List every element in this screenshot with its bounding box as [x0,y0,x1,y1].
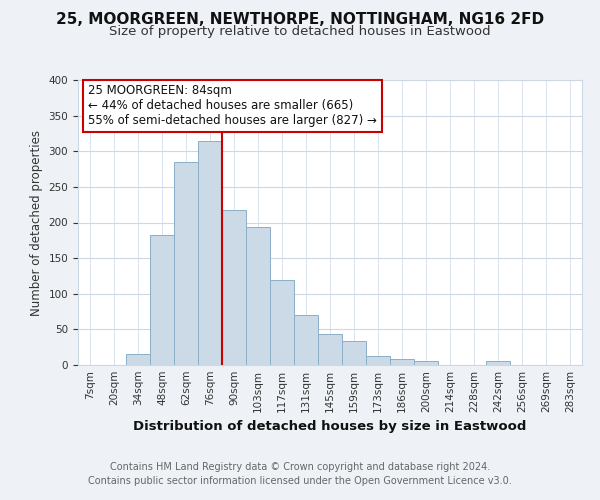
Bar [390,360,414,365]
Bar [318,334,342,365]
Text: Contains public sector information licensed under the Open Government Licence v3: Contains public sector information licen… [88,476,512,486]
Text: 25 MOORGREEN: 84sqm
← 44% of detached houses are smaller (665)
55% of semi-detac: 25 MOORGREEN: 84sqm ← 44% of detached ho… [88,84,377,128]
Bar [342,342,366,365]
Bar [150,234,174,365]
Bar [198,140,222,365]
Y-axis label: Number of detached properties: Number of detached properties [30,130,43,316]
Bar [246,227,270,365]
Bar [222,210,246,365]
X-axis label: Distribution of detached houses by size in Eastwood: Distribution of detached houses by size … [133,420,527,434]
Text: Contains HM Land Registry data © Crown copyright and database right 2024.: Contains HM Land Registry data © Crown c… [110,462,490,472]
Bar [174,162,198,365]
Bar [366,356,390,365]
Bar [270,280,294,365]
Bar [486,362,510,365]
Text: Size of property relative to detached houses in Eastwood: Size of property relative to detached ho… [109,25,491,38]
Bar [294,315,318,365]
Bar [414,360,438,365]
Text: 25, MOORGREEN, NEWTHORPE, NOTTINGHAM, NG16 2FD: 25, MOORGREEN, NEWTHORPE, NOTTINGHAM, NG… [56,12,544,28]
Bar [126,354,150,365]
